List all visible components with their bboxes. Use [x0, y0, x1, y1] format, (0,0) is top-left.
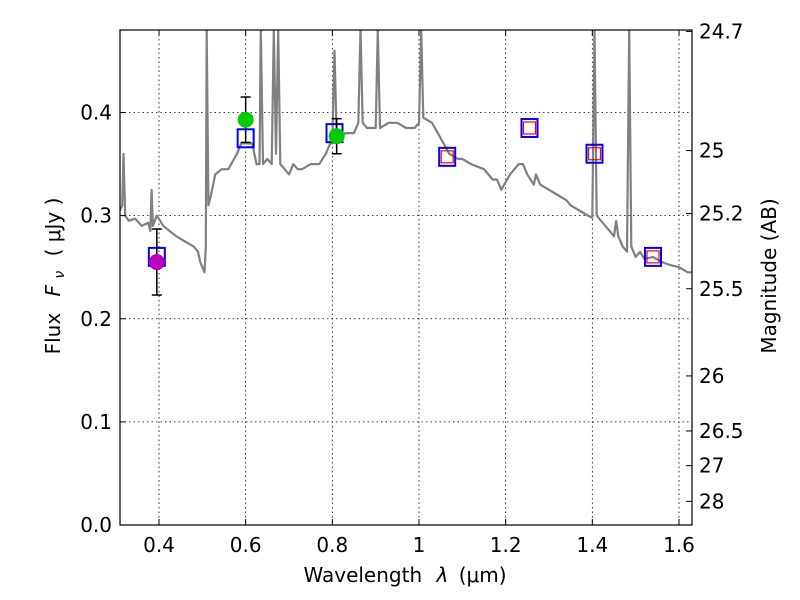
model-photometry-point: [438, 146, 457, 167]
mag-tick-label: 25: [699, 139, 724, 163]
x-tick-label: 1.4: [576, 533, 608, 557]
y-tick-label: 0.2: [80, 307, 112, 331]
x-tick-label: 1.2: [490, 533, 522, 557]
x-tick-label: 0.8: [316, 533, 348, 557]
mag-tick-label: 26.5: [699, 419, 744, 443]
x-tick-label: 1: [413, 533, 426, 557]
y-tick-label: 0.3: [80, 204, 112, 228]
upper-limit-point: [646, 250, 660, 264]
x-tick-label: 1.6: [663, 533, 695, 557]
observed-flux-point: [148, 254, 165, 271]
x-axis-title-symbol: λ: [436, 563, 449, 587]
model-photometry-point: [644, 246, 662, 267]
y-axis-title-left: Flux F ν ( μJy ): [41, 198, 69, 355]
y-tick-label: 0.0: [80, 513, 112, 537]
mag-tick-label: 27: [699, 454, 724, 478]
y-axis-title-symbol: F: [41, 284, 65, 296]
x-tick-label: 0.4: [143, 533, 175, 557]
y-axis-title-sub: ν: [52, 271, 68, 279]
model-photometry-point: [585, 143, 604, 164]
model-photometry-point: [520, 117, 539, 138]
plot-frame: [119, 29, 693, 526]
upper-limit-point: [522, 121, 537, 135]
spectrum-layer: [120, 30, 692, 274]
x-tick-label: 0.6: [230, 533, 262, 557]
y-tick-label: 0.4: [80, 101, 112, 125]
mag-tick-label: 25.2: [699, 202, 744, 226]
observed-flux-point: [328, 128, 345, 145]
x-axis-title-text: Wavelength: [303, 563, 422, 587]
observed-flux-point: [237, 111, 254, 128]
upper-limit-point: [587, 147, 602, 161]
y-tick-label: 0.1: [80, 410, 112, 434]
y-axis-title-right: Magnitude (AB): [757, 198, 781, 353]
mag-tick-label: 28: [699, 489, 724, 513]
y-axis-title-unit: ( μJy ): [41, 198, 65, 257]
y-axis-title-text: Flux: [41, 313, 65, 355]
upper-limit-point: [440, 150, 454, 164]
mag-tick-label: 25.5: [699, 277, 744, 301]
spectrum-line: [120, 30, 692, 274]
mag-tick-label: 26: [699, 364, 724, 388]
axis-layer: 0.4 0.6 0.8 1 1.2 1.4 1.6 0.0 0.1 0.2 0.3 0.4 24.7 25…: [80, 19, 743, 557]
points-layer: [147, 96, 662, 296]
mag-tick-label: 24.7: [699, 19, 744, 43]
x-axis-title-unit: (μm): [459, 563, 507, 587]
x-axis-title: Wavelength λ (μm): [303, 563, 506, 587]
